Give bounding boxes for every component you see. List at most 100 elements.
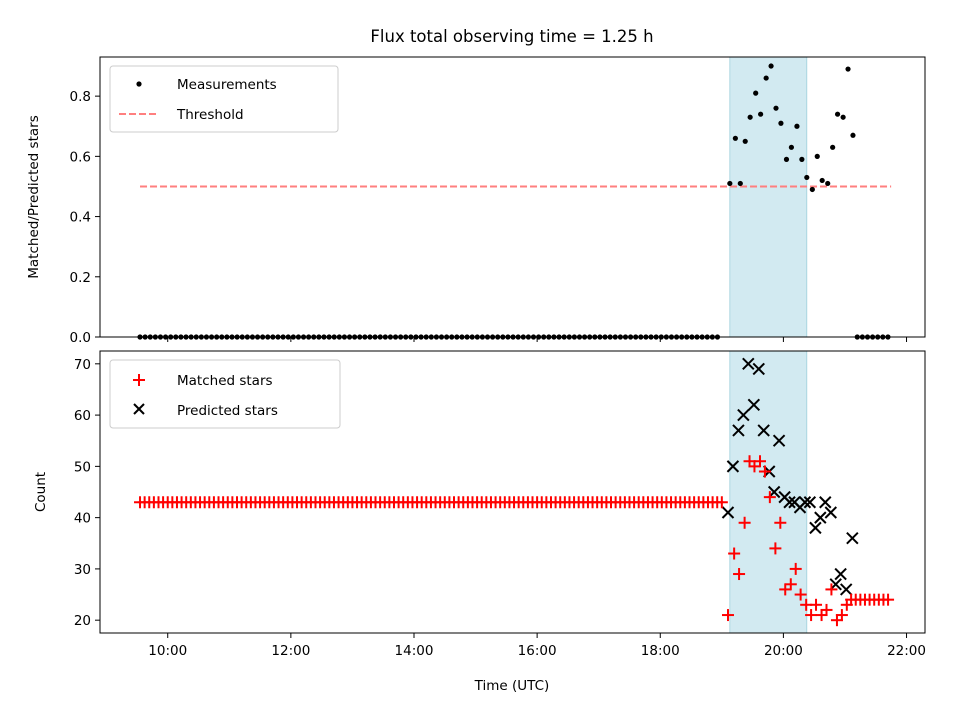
predicted-point — [834, 567, 847, 581]
matched-point — [825, 583, 838, 596]
measurement-point — [773, 105, 779, 111]
top-x-ticks — [167, 337, 908, 342]
y-tick-label: 0.6 — [70, 149, 91, 165]
matched-point — [789, 562, 802, 575]
matched-point — [882, 593, 895, 606]
predicted-point — [783, 496, 796, 509]
y-tick-label: 20 — [74, 613, 91, 629]
bottom-marks — [134, 357, 895, 627]
matched-point — [779, 583, 792, 596]
y-tick-label: 40 — [74, 511, 91, 527]
measurement-point — [804, 174, 810, 181]
predicted-point — [752, 362, 765, 376]
bottom-highlight-span — [729, 350, 808, 634]
bottom-x-ticks: 10:00 12:00 14:00 16:00 18:00 20:00 22:00 — [148, 633, 926, 659]
predicted-point — [814, 511, 827, 524]
predicted-point — [803, 496, 817, 509]
measurement-point — [727, 180, 733, 187]
x-tick-label: 18:00 — [641, 643, 680, 659]
bottom-legend: Matched stars Predicted stars — [109, 359, 341, 429]
matched-point — [748, 460, 761, 473]
matched-point — [738, 516, 751, 529]
measurement-point — [850, 132, 856, 138]
top-legend: Measurements Threshold — [109, 65, 339, 133]
y-tick-label: 70 — [74, 357, 91, 373]
predicted-point — [819, 496, 832, 509]
predicted-point — [737, 408, 750, 422]
measurement-point — [825, 180, 831, 187]
legend-matched-label: Matched stars — [177, 373, 273, 389]
predicted-point — [747, 398, 761, 412]
x-tick-label: 10:00 — [148, 643, 187, 659]
measurement-point — [732, 135, 738, 141]
matched-point — [784, 578, 797, 591]
matched-point — [758, 465, 771, 478]
measurement-point — [778, 120, 784, 126]
measurement-point — [799, 156, 805, 162]
predicted-point — [846, 531, 859, 545]
y-tick-label: 0.4 — [70, 210, 91, 226]
predicted-point — [742, 357, 755, 371]
matched-point — [805, 609, 818, 622]
measurement-point — [834, 111, 841, 117]
x-tick-label: 12:00 — [271, 643, 310, 659]
measurement-point — [788, 144, 794, 150]
legend-matched-marker — [133, 374, 145, 386]
predicted-point — [726, 460, 740, 473]
measurement-point — [737, 180, 743, 187]
legend-predicted-marker — [133, 403, 145, 415]
predicted-point — [732, 424, 745, 437]
top-y-axis-label: Matched/Predicted stars — [26, 115, 42, 278]
top-highlight-span — [729, 56, 808, 338]
top-legend-box — [109, 65, 339, 133]
matched-point — [721, 609, 734, 622]
matched-point — [820, 603, 833, 616]
measurement-point — [753, 90, 759, 96]
measurement-point — [758, 111, 764, 117]
top-plot-frame — [99, 56, 926, 338]
matched-point — [763, 491, 776, 504]
measurement-point — [819, 177, 825, 184]
measurement-point — [768, 63, 774, 69]
matched-point — [733, 568, 746, 581]
top-panel: 0.00.20.40.60.8 Matched/Predicted stars … — [26, 56, 926, 346]
bottom-panel: 20 30 40 50 60 70 10:00 12:00 14:00 16:00 18:00 20… — [33, 350, 926, 694]
predicted-point — [757, 424, 770, 437]
predicted-point — [839, 583, 853, 596]
x-tick-label: 14:00 — [395, 643, 434, 659]
predicted-point — [809, 521, 822, 535]
x-tick-label: 16:00 — [518, 643, 557, 659]
predicted-point — [772, 434, 786, 447]
y-tick-label: 0.8 — [70, 89, 91, 105]
matched-point — [774, 516, 787, 529]
predicted-point — [721, 506, 735, 519]
matched-point — [728, 547, 741, 560]
matched-point — [835, 609, 848, 622]
matched-point — [810, 598, 823, 611]
legend-measurements-marker — [136, 81, 142, 87]
predicted-point — [798, 496, 812, 509]
measurement-point — [763, 75, 769, 81]
matched-point — [754, 455, 766, 468]
measurement-point — [814, 153, 820, 159]
y-tick-label: 0.0 — [70, 330, 91, 346]
predicted-point — [824, 506, 838, 519]
measurement-point — [794, 123, 800, 129]
x-tick-label: 22:00 — [887, 643, 926, 659]
x-axis-label: Time (UTC) — [474, 678, 550, 694]
top-y-ticks: 0.0 0.2 0.4 0.6 0.8 — [70, 89, 100, 346]
matched-point — [794, 588, 807, 601]
legend-measurements-label: Measurements — [177, 77, 277, 93]
measurement-point — [830, 144, 836, 150]
measurement-point — [742, 138, 748, 144]
y-tick-label: 50 — [74, 459, 91, 475]
measurement-point — [840, 114, 846, 120]
matched-point — [715, 496, 728, 509]
bottom-legend-box — [109, 359, 341, 429]
measurement-point — [845, 66, 851, 72]
bottom-y-ticks: 20 30 40 50 60 70 — [74, 357, 100, 629]
measurement-point — [747, 114, 753, 120]
y-tick-label: 30 — [74, 562, 91, 578]
measurement-point — [783, 156, 790, 162]
